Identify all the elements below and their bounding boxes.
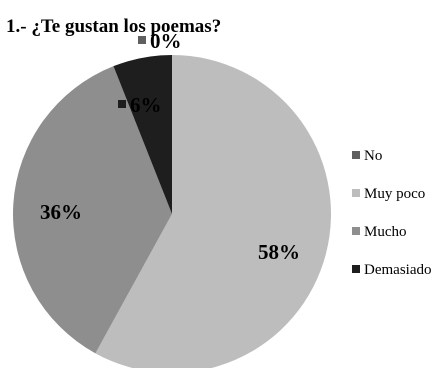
legend-item-muy-poco: Muy poco	[352, 186, 425, 202]
data-label-key	[246, 247, 254, 255]
pie-slice-muy-poco	[95, 55, 331, 368]
legend-item-no: No	[352, 148, 382, 164]
data-label-no: 0%	[138, 29, 182, 53]
data-label-key	[28, 207, 36, 215]
chart-title: 1.- ¿Te gustan los poemas?	[6, 16, 221, 37]
data-label-text: 0%	[150, 29, 182, 53]
pie-slices	[13, 55, 331, 368]
data-label-muy-poco: 58%	[246, 240, 300, 264]
legend-swatch	[352, 151, 360, 159]
legend-item-mucho: Mucho	[352, 224, 407, 240]
legend-label: Muy poco	[364, 186, 425, 202]
pie-slice-mucho	[13, 66, 172, 354]
data-label-key	[138, 36, 146, 44]
data-label-mucho: 36%	[28, 200, 82, 224]
data-label-text: 6%	[130, 93, 162, 117]
legend-label: Demasiado	[364, 262, 431, 278]
legend-label: No	[364, 148, 382, 164]
data-label-key	[118, 100, 126, 108]
legend-swatch	[352, 189, 360, 197]
data-label-text: 58%	[258, 240, 300, 264]
pie-slice-demasiado	[113, 55, 172, 214]
legend-swatch	[352, 265, 360, 273]
legend-label: Mucho	[364, 224, 407, 240]
data-labels: 0% 58% 36% 6%	[28, 29, 300, 264]
legend-item-demasiado: Demasiado	[352, 262, 431, 278]
data-label-text: 36%	[40, 200, 82, 224]
data-label-demasiado: 6%	[118, 93, 162, 117]
legend: No Muy poco Mucho Demasiado	[352, 148, 431, 278]
legend-swatch	[352, 227, 360, 235]
